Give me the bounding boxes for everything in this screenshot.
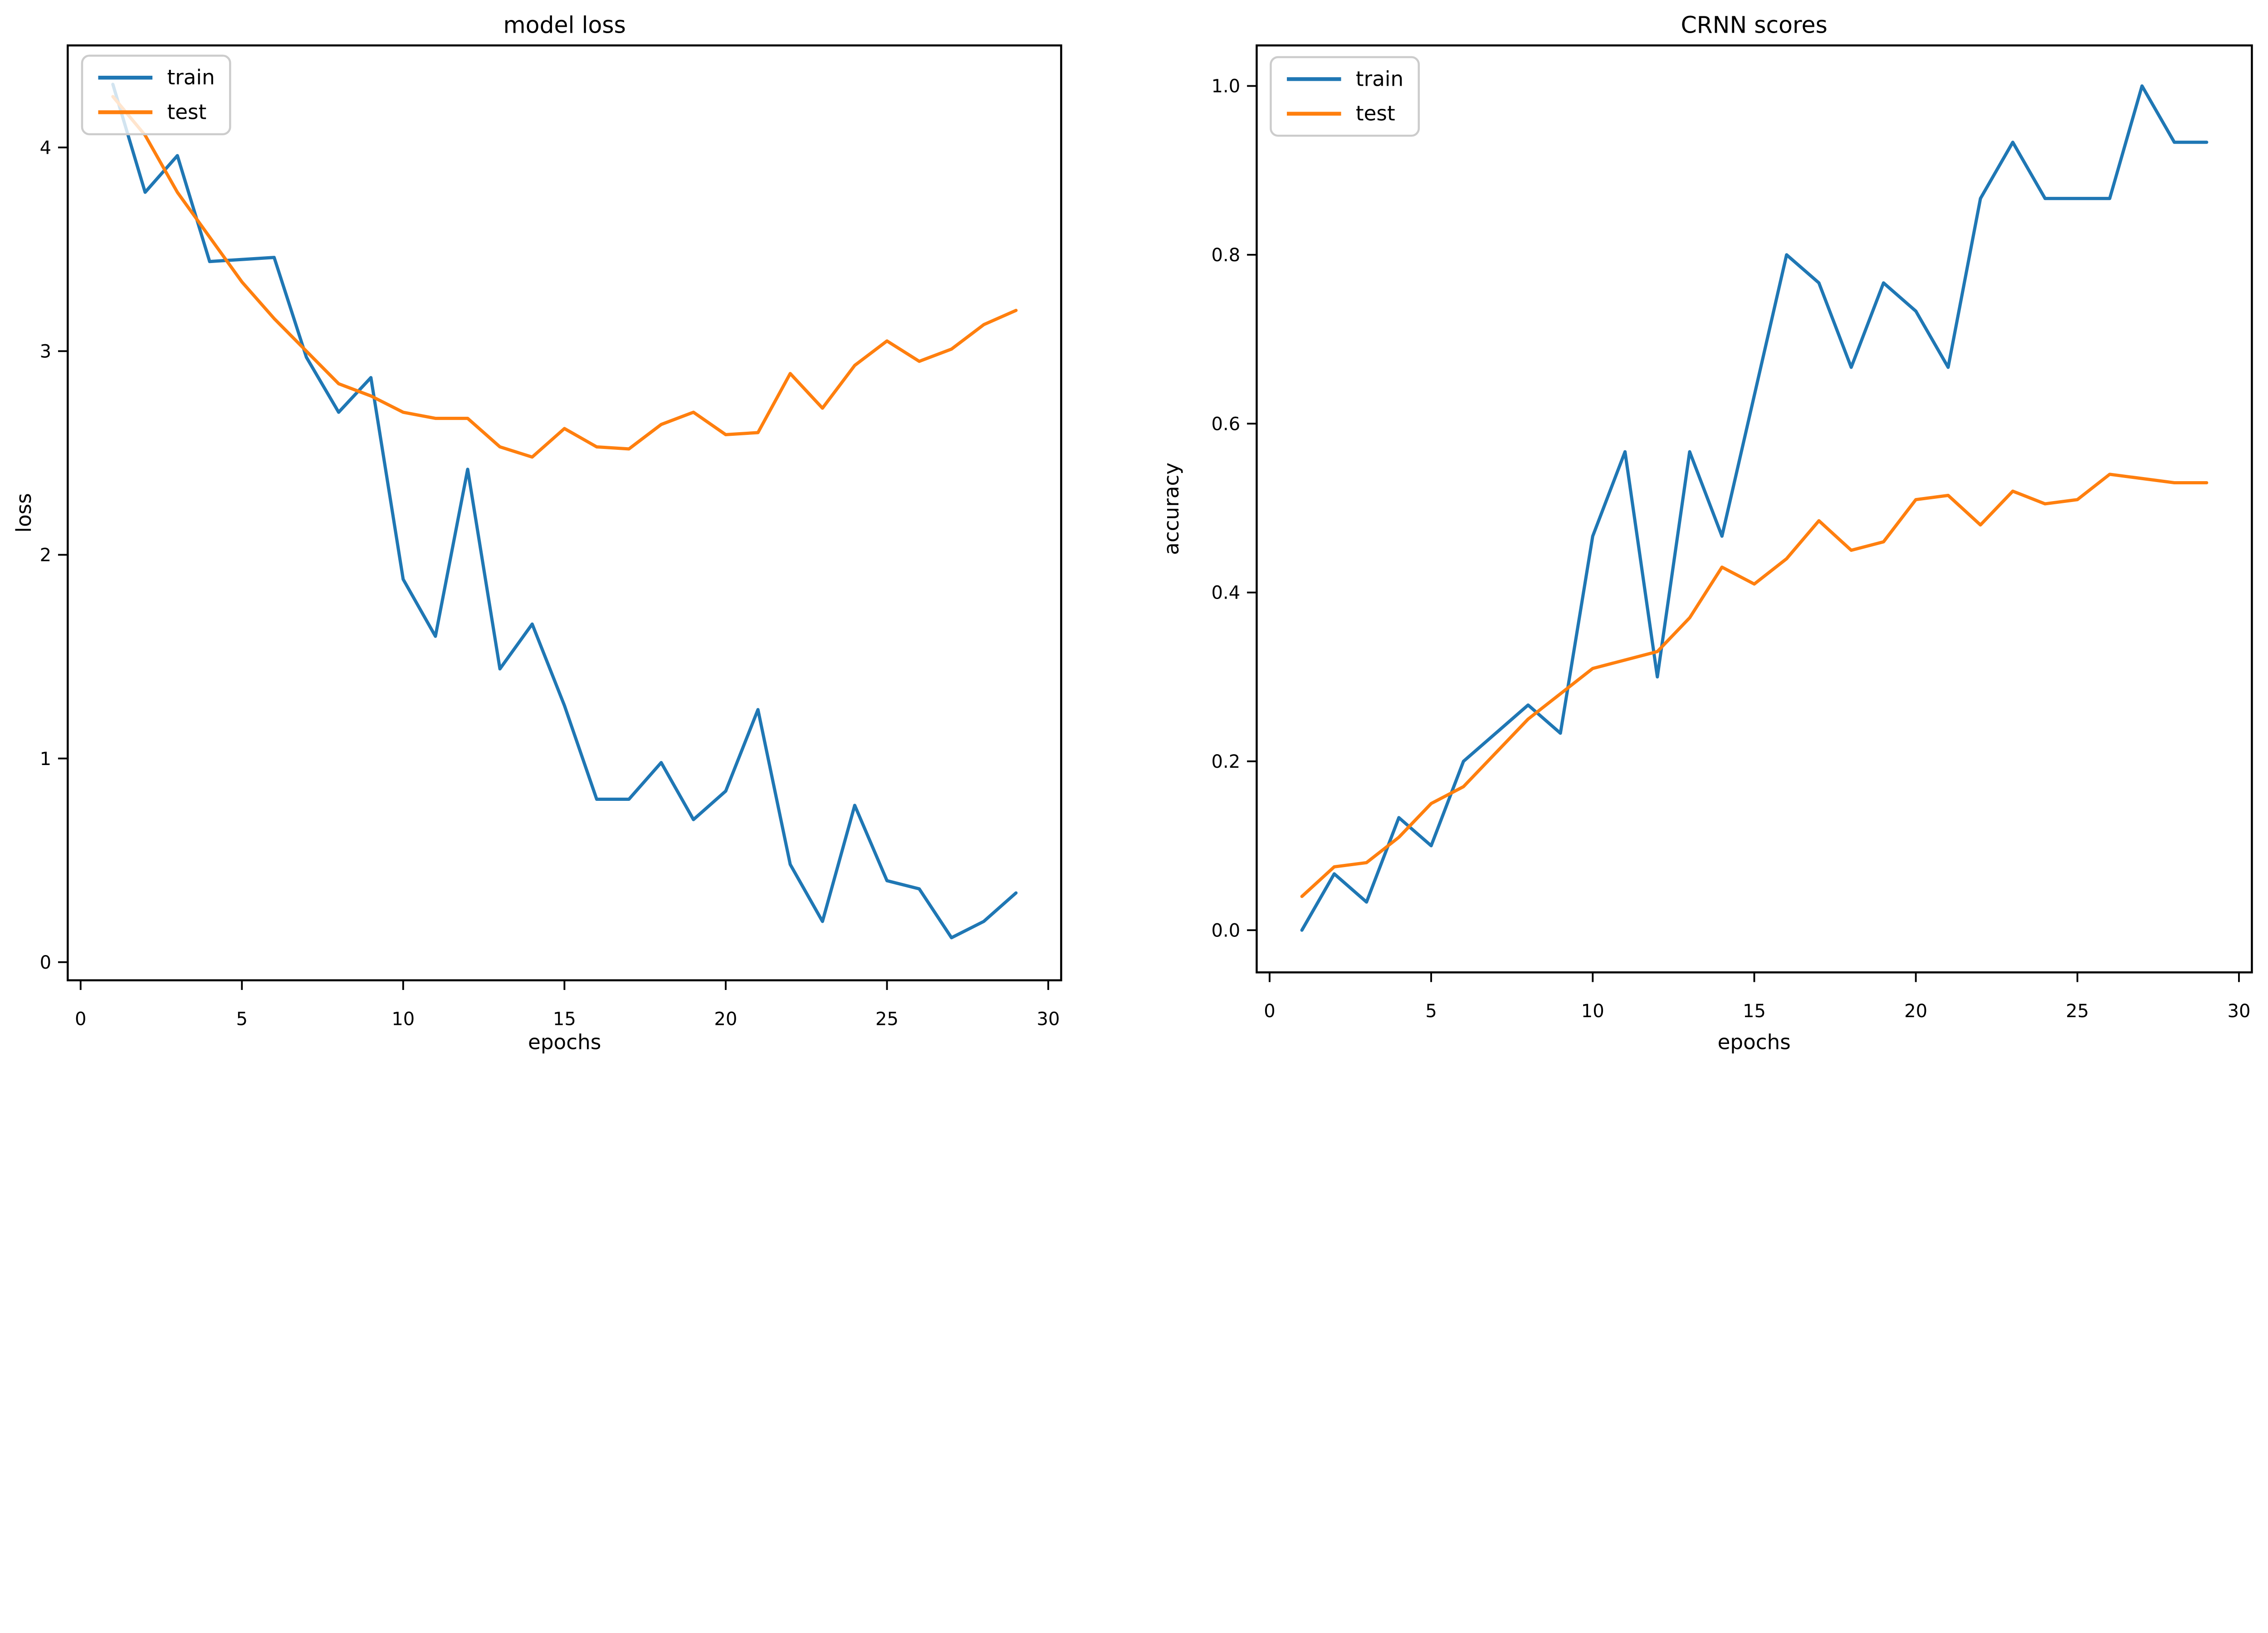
y-tick-label: 0.4 [1212, 583, 1241, 604]
x-tick-label: 0 [1264, 1001, 1275, 1022]
left-chart-title: model loss [503, 11, 626, 38]
x-tick-label: 15 [553, 1009, 576, 1030]
left-legend: train test [81, 54, 231, 136]
x-tick-label: 20 [1904, 1001, 1927, 1022]
y-tick-label: 1 [40, 749, 51, 770]
y-tick-label: 0.2 [1212, 751, 1241, 772]
y-tick-label: 4 [40, 137, 51, 158]
left-yaxis-label: loss [12, 493, 36, 532]
x-tick-label: 5 [1425, 1001, 1437, 1022]
x-tick-label: 10 [391, 1009, 415, 1030]
left-axes: 0 5 10 15 20 25 30 0 1 2 3 4 [40, 44, 1062, 1030]
right-yaxis-label: accuracy [1159, 463, 1183, 555]
right-chart-title: CRNN scores [1681, 11, 1827, 38]
figure-container: 0 5 10 15 20 25 30 0 1 2 3 4 model loss epochs loss… [0, 0, 2268, 1055]
x-tick-label: 0 [75, 1009, 86, 1030]
left-legend-train-label: train [167, 65, 215, 89]
y-tick-label: 0 [40, 952, 51, 973]
left-subplot: 0 5 10 15 20 25 30 0 1 2 3 4 model loss epochs loss… [12, 11, 1062, 1054]
x-tick-label: 25 [875, 1009, 899, 1030]
test-line [1300, 473, 2209, 898]
x-tick-label: 20 [714, 1009, 737, 1030]
right-legend-test-label: test [1356, 102, 1395, 126]
left-legend-test-label: test [167, 100, 206, 124]
x-tick-label: 30 [1036, 1009, 1060, 1030]
x-tick-label: 25 [2066, 1001, 2089, 1022]
test-line [111, 95, 1018, 459]
legend-box [1270, 56, 1420, 137]
right-xaxis-label: epochs [1717, 1030, 1790, 1054]
x-tick-label: 15 [1743, 1001, 1766, 1022]
y-tick-label: 0.6 [1212, 414, 1241, 434]
y-tick-label: 2 [40, 545, 51, 566]
y-tick-label: 0.8 [1212, 245, 1241, 266]
y-tick-label: 1.0 [1212, 76, 1241, 97]
right-subplot: 0 5 10 15 20 25 30 0.0 0.2 0.4 0.6 0.8 1.0 CRNN scor… [1159, 11, 2253, 1054]
right-legend-train-label: train [1356, 67, 1403, 91]
dual-line-chart-figure: 0 5 10 15 20 25 30 0 1 2 3 4 model loss epochs loss… [0, 0, 2268, 1055]
left-xaxis-label: epochs [528, 1030, 601, 1054]
y-tick-label: 3 [40, 341, 51, 362]
right-axes: 0 5 10 15 20 25 30 0.0 0.2 0.4 0.6 0.8 1.0 [1212, 44, 2253, 1022]
train-line [111, 83, 1018, 940]
figure-background [0, 0, 2268, 1055]
train-line [1300, 84, 2209, 932]
right-legend: train test [1270, 56, 1420, 137]
x-tick-label: 5 [236, 1009, 248, 1030]
x-tick-label: 30 [2227, 1001, 2250, 1022]
y-tick-label: 0.0 [1212, 920, 1241, 941]
legend-box [81, 54, 231, 136]
x-tick-label: 10 [1581, 1001, 1604, 1022]
